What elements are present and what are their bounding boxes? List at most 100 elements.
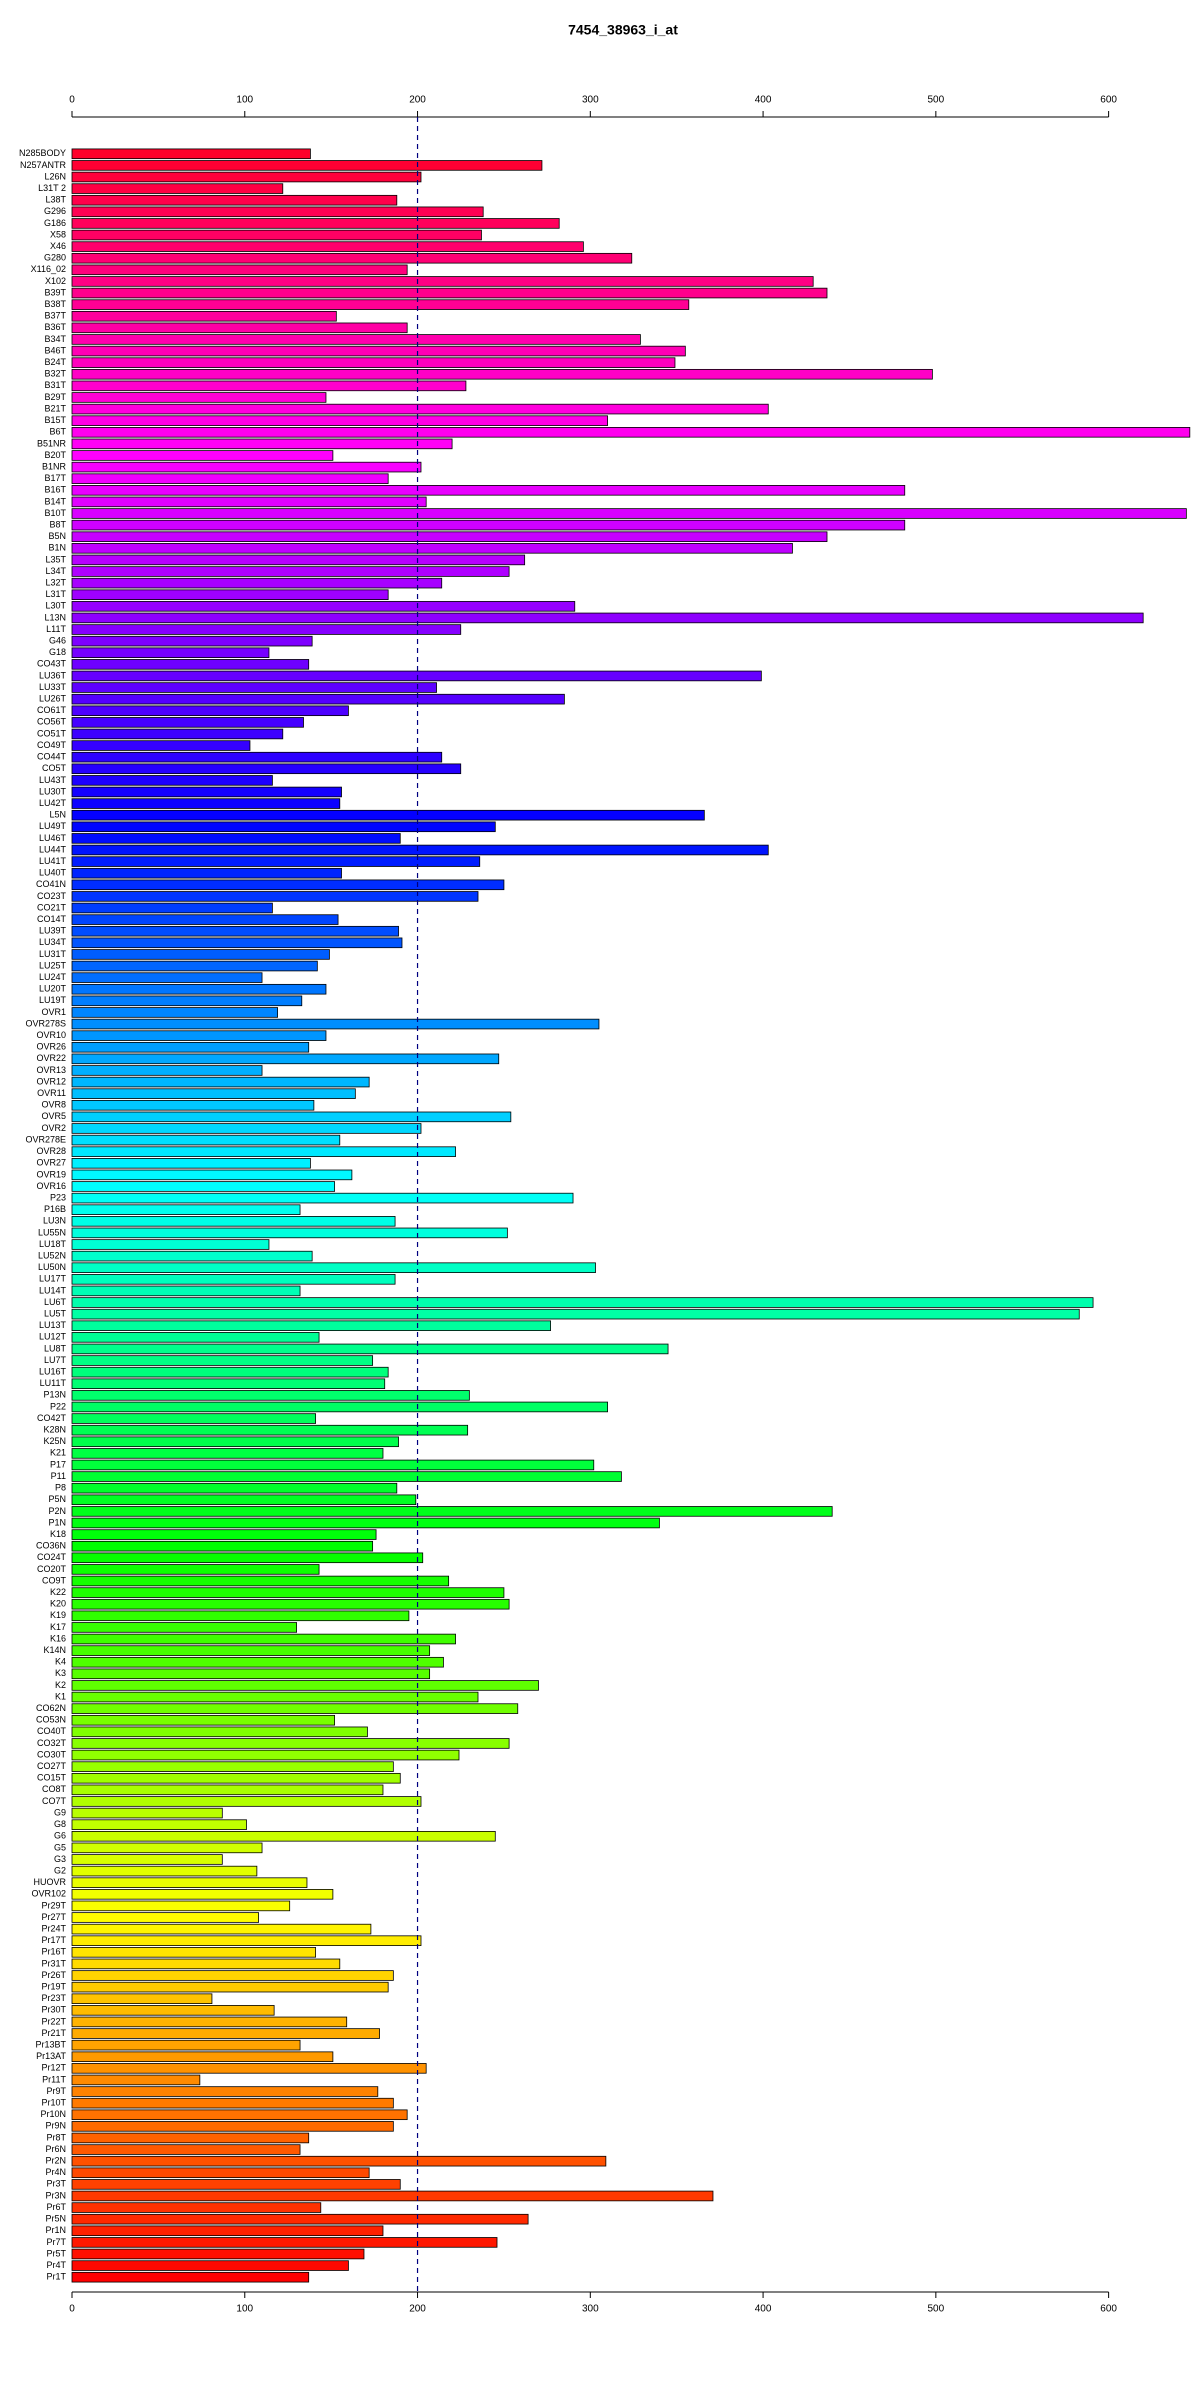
bar bbox=[71, 589, 389, 600]
y-tick-label: P17 bbox=[50, 1459, 66, 1469]
bar bbox=[71, 1610, 410, 1622]
bar bbox=[71, 1796, 422, 1807]
bar bbox=[71, 972, 263, 983]
y-tick-label: Pr11T bbox=[42, 2074, 66, 2084]
bar bbox=[71, 1018, 600, 1030]
bar bbox=[71, 577, 443, 589]
bar bbox=[71, 1158, 311, 1169]
bar bbox=[71, 1239, 270, 1250]
y-tick-label: LU30T bbox=[39, 786, 67, 796]
bar bbox=[71, 357, 676, 368]
y-tick-label: LU24T bbox=[39, 972, 67, 982]
y-tick-label: LU8T bbox=[44, 1343, 67, 1353]
bar bbox=[71, 229, 482, 241]
y-tick-label: CO8T bbox=[42, 1784, 67, 1794]
bar bbox=[71, 925, 399, 937]
bar bbox=[71, 1332, 320, 1343]
y-tick-label: CO21T bbox=[37, 902, 67, 912]
y-tick-label: CO61T bbox=[37, 705, 67, 715]
y-tick-label: LU49T bbox=[39, 821, 67, 831]
x-tick-label: 200 bbox=[409, 95, 426, 106]
y-tick-label: OVR1 bbox=[41, 1007, 66, 1017]
y-tick-label: Pr10T bbox=[41, 2098, 66, 2108]
bar bbox=[71, 218, 560, 229]
y-tick-label: OVR8 bbox=[41, 1100, 66, 1110]
bar bbox=[71, 1007, 278, 1018]
y-tick-label: B14T bbox=[44, 496, 66, 506]
y-tick-label: CO23T bbox=[37, 891, 67, 901]
y-tick-label: LU31T bbox=[39, 949, 67, 959]
y-tick-label: CO56T bbox=[37, 717, 67, 727]
y-tick-label: K16 bbox=[50, 1633, 66, 1643]
x-tick-label: 200 bbox=[409, 2304, 426, 2315]
bar bbox=[71, 1726, 368, 1738]
bar bbox=[71, 937, 403, 949]
bar bbox=[71, 659, 310, 670]
y-tick-label: L5N bbox=[49, 810, 66, 820]
y-tick-label: CO42T bbox=[37, 1413, 67, 1423]
y-tick-label: OVR278S bbox=[25, 1018, 66, 1028]
y-tick-label: CO20T bbox=[37, 1564, 67, 1574]
y-tick-label: B8T bbox=[49, 519, 66, 529]
y-tick-label: HUOVR bbox=[33, 1877, 66, 1887]
bar bbox=[71, 705, 349, 717]
bar bbox=[71, 1552, 424, 1564]
bar bbox=[71, 1761, 394, 1772]
y-tick-label: B36T bbox=[44, 322, 66, 332]
x-tick-label: 600 bbox=[1100, 95, 1117, 106]
y-tick-label: LU17T bbox=[39, 1274, 67, 1284]
bar bbox=[71, 751, 443, 763]
bar bbox=[71, 1471, 622, 1482]
bar bbox=[71, 380, 467, 392]
y-tick-label: Pr13AT bbox=[36, 2051, 66, 2061]
bar bbox=[71, 2179, 401, 2190]
y-tick-label: B37T bbox=[44, 311, 66, 321]
y-tick-label: G18 bbox=[49, 647, 66, 657]
y-tick-label: OVR278E bbox=[25, 1134, 66, 1144]
bar bbox=[71, 1494, 417, 1506]
y-tick-label: B31T bbox=[44, 380, 66, 390]
x-tick-label: 400 bbox=[755, 95, 772, 106]
y-tick-label: CO49T bbox=[37, 740, 67, 750]
y-tick-label: B21T bbox=[44, 403, 66, 413]
bar bbox=[71, 1993, 213, 2004]
x-tick-label: 600 bbox=[1100, 2304, 1117, 2315]
y-tick-label: L11T bbox=[46, 624, 66, 634]
y-tick-label: LU33T bbox=[39, 682, 67, 692]
bar bbox=[71, 1865, 258, 1877]
y-tick-label: X58 bbox=[50, 229, 66, 239]
bar bbox=[71, 2074, 201, 2086]
y-tick-label: B39T bbox=[44, 287, 66, 297]
bar bbox=[71, 1099, 315, 1111]
bar bbox=[71, 1448, 384, 1459]
bar bbox=[71, 763, 462, 775]
y-tick-label: CO51T bbox=[37, 728, 67, 738]
y-tick-label: B34T bbox=[44, 334, 66, 344]
bar bbox=[71, 1854, 223, 1865]
y-tick-label: OVR102 bbox=[31, 1889, 66, 1899]
bar bbox=[71, 1889, 334, 1900]
y-tick-label: B15T bbox=[44, 415, 66, 425]
bar bbox=[71, 740, 251, 751]
bar bbox=[71, 983, 327, 995]
bar bbox=[71, 1390, 470, 1401]
bar bbox=[71, 647, 270, 659]
y-tick-label: LU25T bbox=[39, 960, 67, 970]
bar bbox=[71, 2016, 348, 2028]
bar bbox=[71, 1297, 1094, 1308]
y-tick-label: Pr23T bbox=[41, 1993, 66, 2003]
y-tick-label: Pr17T bbox=[41, 1935, 66, 1945]
x-tick-label: 100 bbox=[236, 2304, 253, 2315]
bar bbox=[71, 345, 686, 357]
bar bbox=[71, 949, 330, 960]
y-tick-label: CO7T bbox=[42, 1796, 67, 1806]
bar bbox=[71, 148, 311, 160]
bar bbox=[71, 902, 273, 914]
bar bbox=[71, 2167, 370, 2179]
bar bbox=[71, 2132, 310, 2144]
bar bbox=[71, 624, 462, 635]
bar bbox=[71, 1819, 247, 1830]
bar bbox=[71, 2063, 427, 2074]
y-tick-label: Pr4T bbox=[46, 2260, 66, 2270]
bar bbox=[71, 1413, 317, 1424]
